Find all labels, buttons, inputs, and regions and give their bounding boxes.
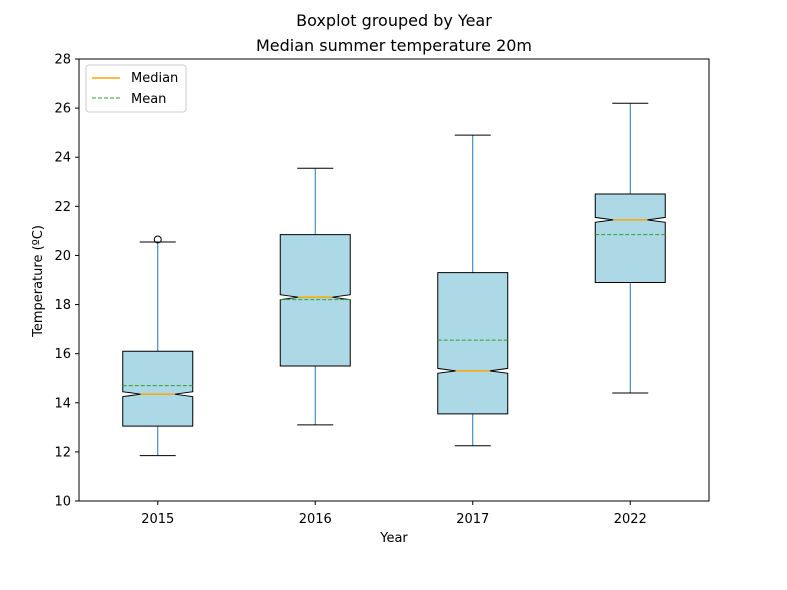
y-tick-label: 10: [54, 495, 71, 510]
box-group-2016: [279, 167, 351, 426]
box-group-2017: [437, 134, 509, 447]
y-tick-label: 22: [54, 200, 71, 215]
outlier-point: [153, 235, 162, 244]
x-tick-label: 2017: [456, 512, 489, 527]
legend-frame: [85, 64, 187, 113]
y-tick-label: 12: [54, 445, 71, 460]
x-tick-label: 2015: [141, 512, 174, 527]
box: [279, 234, 351, 367]
chart-title: Median summer temperature 20m: [256, 36, 532, 55]
x-axis-label: Year: [379, 531, 408, 546]
box-group-2015: [122, 235, 194, 457]
box: [594, 193, 666, 283]
y-tick-label: 14: [54, 396, 71, 411]
legend: Median Mean: [85, 64, 187, 113]
y-tick-label: 28: [54, 53, 71, 68]
legend-mean-label: Mean: [131, 92, 166, 107]
y-tick-label: 24: [54, 151, 71, 166]
y-tick-label: 18: [54, 298, 71, 313]
x-tick-label: 2016: [299, 512, 332, 527]
plot-frame: [78, 58, 710, 502]
legend-median-label: Median: [131, 71, 178, 86]
box: [122, 350, 194, 427]
box-group-2022: [594, 102, 666, 394]
chart-suptitle: Boxplot grouped by Year: [296, 11, 492, 30]
y-tick-label: 16: [54, 347, 71, 362]
y-tick-label: 20: [54, 249, 71, 264]
x-tick-label: 2022: [614, 512, 647, 527]
y-axis-label: Temperature (ºC): [31, 225, 46, 338]
y-tick-label: 26: [54, 102, 71, 117]
box: [437, 272, 509, 415]
